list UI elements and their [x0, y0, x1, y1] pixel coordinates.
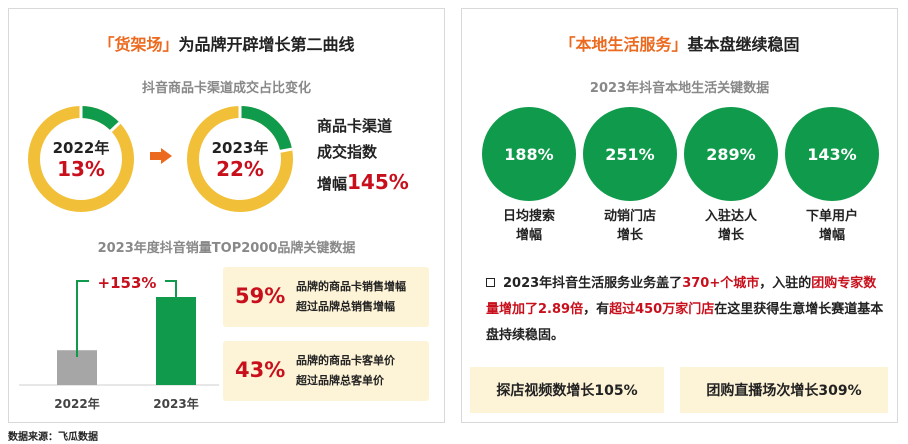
donut-2023: [187, 106, 293, 212]
left-title-rest: 为品牌开辟增长第二曲线: [178, 35, 355, 54]
info-card-2-line2: 超过品牌总客单价: [296, 374, 384, 387]
info-card-2-pct: 43%: [235, 358, 286, 382]
info-card-2-line1: 品牌的商品卡客单价: [296, 354, 395, 367]
donut-2023-year: 2023年: [211, 139, 269, 157]
metric-label-users: 下单用户 增幅: [785, 207, 879, 245]
index-block: 商品卡渠道 成交指数 增幅145%: [317, 113, 409, 197]
donut-subtitle: 抖音商品卡渠道成交占比变化: [141, 81, 311, 96]
para-t4: 在这里获得生意增长赛道基本盘持续稳固。: [486, 302, 884, 343]
para-r2: 团购专家数量增加了2.89倍: [486, 276, 877, 317]
bar-label-2022: 2022年: [54, 396, 99, 411]
info-card-1-line1: 品牌的商品卡销售增幅: [296, 280, 406, 293]
bottom-card-live: 团购直播场次增长309%: [680, 367, 888, 413]
metric-label-users-line1: 下单用户: [805, 209, 858, 224]
metric-circle-users: 143%: [785, 107, 879, 201]
metric-label-creators: 入驻达人 增长: [684, 207, 778, 245]
info-card-1-text: 品牌的商品卡销售增幅 超过品牌总销售增幅: [296, 277, 406, 317]
growth-arrow-icon: [171, 303, 181, 311]
info-card-2: 43% 品牌的商品卡客单价 超过品牌总客单价: [223, 341, 429, 401]
growth-label: +153%: [98, 274, 157, 292]
para-t1: 2023年抖音生活服务业务盖了: [503, 276, 683, 291]
metric-label-search-line2: 增幅: [515, 228, 542, 243]
index-growth: 增幅145%: [317, 169, 409, 197]
bullet-square-icon: [486, 278, 495, 287]
para-r3: 超过450万家门店: [609, 302, 715, 317]
info-card-2-text: 品牌的商品卡客单价 超过品牌总客单价: [296, 351, 395, 391]
info-card-1: 59% 品牌的商品卡销售增幅 超过品牌总销售增幅: [223, 267, 429, 327]
right-title-highlight: 「本地生活服务」: [559, 35, 688, 54]
metric-label-search: 日均搜索 增幅: [482, 207, 576, 245]
donut-2022: [28, 106, 134, 212]
data-source: 数据来源：飞瓜数据: [8, 432, 98, 443]
left-title-highlight: 「货架场」: [98, 35, 179, 54]
index-prefix: 增幅: [317, 175, 348, 193]
metric-label-creators-line2: 增长: [717, 228, 744, 243]
left-panel: 「货架场」为品牌开辟增长第二曲线 抖音商品卡渠道成交占比变化 2022年 13%…: [8, 8, 445, 423]
right-subtitle: 2023年抖音本地生活关键数据: [589, 81, 770, 96]
right-panel: 「本地生活服务」基本盘继续稳固 2023年抖音本地生活关键数据 188% 日均搜…: [461, 8, 898, 423]
donut-2022-divider-end: [109, 121, 121, 133]
info-card-1-line2: 超过品牌总销售增幅: [296, 300, 395, 313]
donut-2022-year: 2022年: [52, 139, 110, 157]
metric-label-search-line1: 日均搜索: [502, 209, 555, 224]
metric-circle-stores: 251%: [583, 107, 677, 201]
bar-label-2023: 2023年: [153, 396, 198, 411]
bar-2023: [156, 297, 196, 385]
donut-2023-pct: 22%: [216, 157, 264, 181]
index-line2: 成交指数: [317, 143, 378, 161]
bar-chart: +153% 2022年 2023年: [19, 273, 219, 411]
bottom-card-video: 探店视频数增长105%: [470, 367, 664, 413]
summary-paragraph: 2023年抖音生活服务业务盖了370+个城市，入驻的团购专家数量增加了2.89倍…: [486, 271, 886, 349]
metric-label-creators-line1: 入驻达人: [704, 209, 757, 224]
metric-circle-creators: 289%: [684, 107, 778, 201]
right-title: 「本地生活服务」基本盘继续稳固: [462, 31, 897, 55]
metric-label-stores-line1: 动销门店: [603, 209, 656, 224]
index-value: 145%: [347, 170, 409, 194]
growth-label-bg: [89, 273, 165, 291]
left-title: 「货架场」为品牌开辟增长第二曲线: [9, 31, 444, 55]
para-t3: ，有: [583, 302, 610, 317]
donut-2022-pct: 13%: [57, 157, 105, 181]
para-r1: 370+个城市: [682, 276, 760, 291]
para-t2: ，入驻的: [759, 276, 812, 291]
index-line1: 商品卡渠道: [317, 117, 393, 135]
metric-label-stores-line2: 增长: [616, 228, 643, 243]
arrow-right-icon: [150, 148, 172, 164]
right-title-rest: 基本盘继续稳固: [687, 35, 800, 54]
metric-circle-search: 188%: [482, 107, 576, 201]
info-card-1-pct: 59%: [235, 284, 286, 308]
metric-label-users-line2: 增幅: [818, 228, 845, 243]
donut-2023-divider-end: [279, 147, 293, 153]
metric-label-stores: 动销门店 增长: [583, 207, 677, 245]
bar-subtitle: 2023年度抖音销量TOP2000品牌关键数据: [97, 241, 356, 256]
